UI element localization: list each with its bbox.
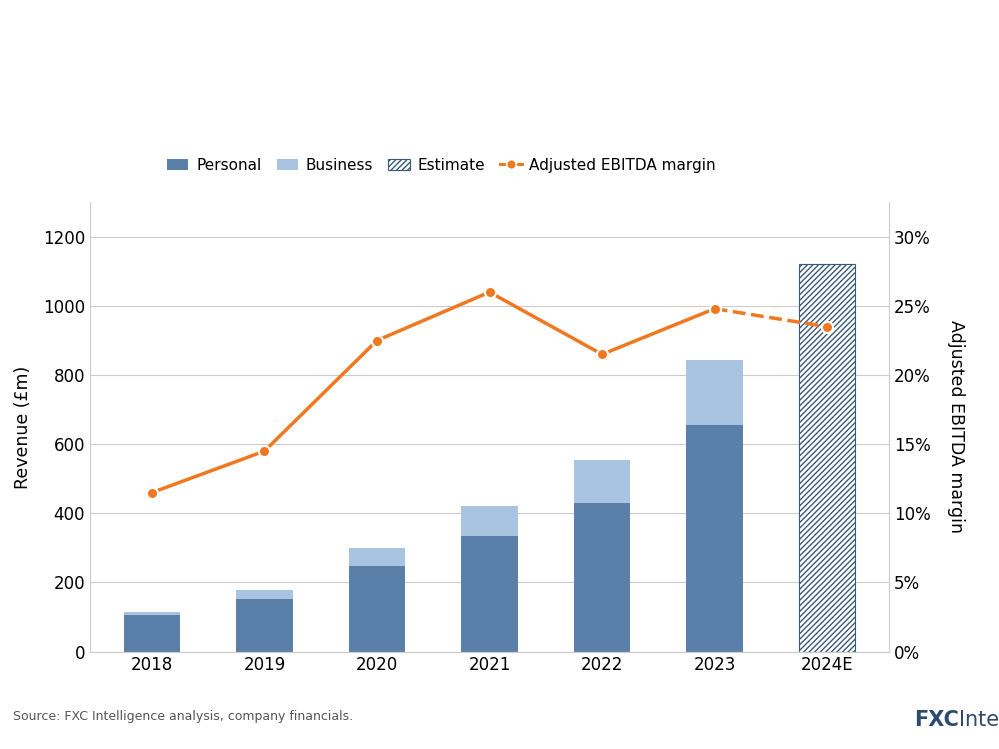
Bar [574,460,630,503]
Text: Source: FXC Intelligence analysis, company financials.: Source: FXC Intelligence analysis, compa… [13,710,353,723]
Bar [349,548,405,566]
Bar [799,264,855,652]
Bar [462,506,517,536]
Bar [236,599,293,652]
Bar [349,566,405,652]
Text: Wise revenue and adjusted EBITDA margin by segment, 2018-2023 and 2024E: Wise revenue and adjusted EBITDA margin … [13,98,753,117]
Bar [574,503,630,652]
Bar [124,616,180,652]
Text: Intelligence™: Intelligence™ [959,710,999,730]
Bar [462,536,517,652]
Legend: Personal, Business, Estimate, Adjusted EBITDA margin: Personal, Business, Estimate, Adjusted E… [161,151,722,179]
Bar [686,425,743,652]
Y-axis label: Revenue (£m): Revenue (£m) [14,366,32,488]
Y-axis label: Adjusted EBITDA margin: Adjusted EBITDA margin [947,321,965,533]
Text: FXC: FXC [914,710,959,730]
Bar [124,612,180,616]
Text: Business takes increased share of Wise’s growth: Business takes increased share of Wise’s… [13,41,818,69]
Bar [686,360,743,425]
Bar [236,590,293,599]
